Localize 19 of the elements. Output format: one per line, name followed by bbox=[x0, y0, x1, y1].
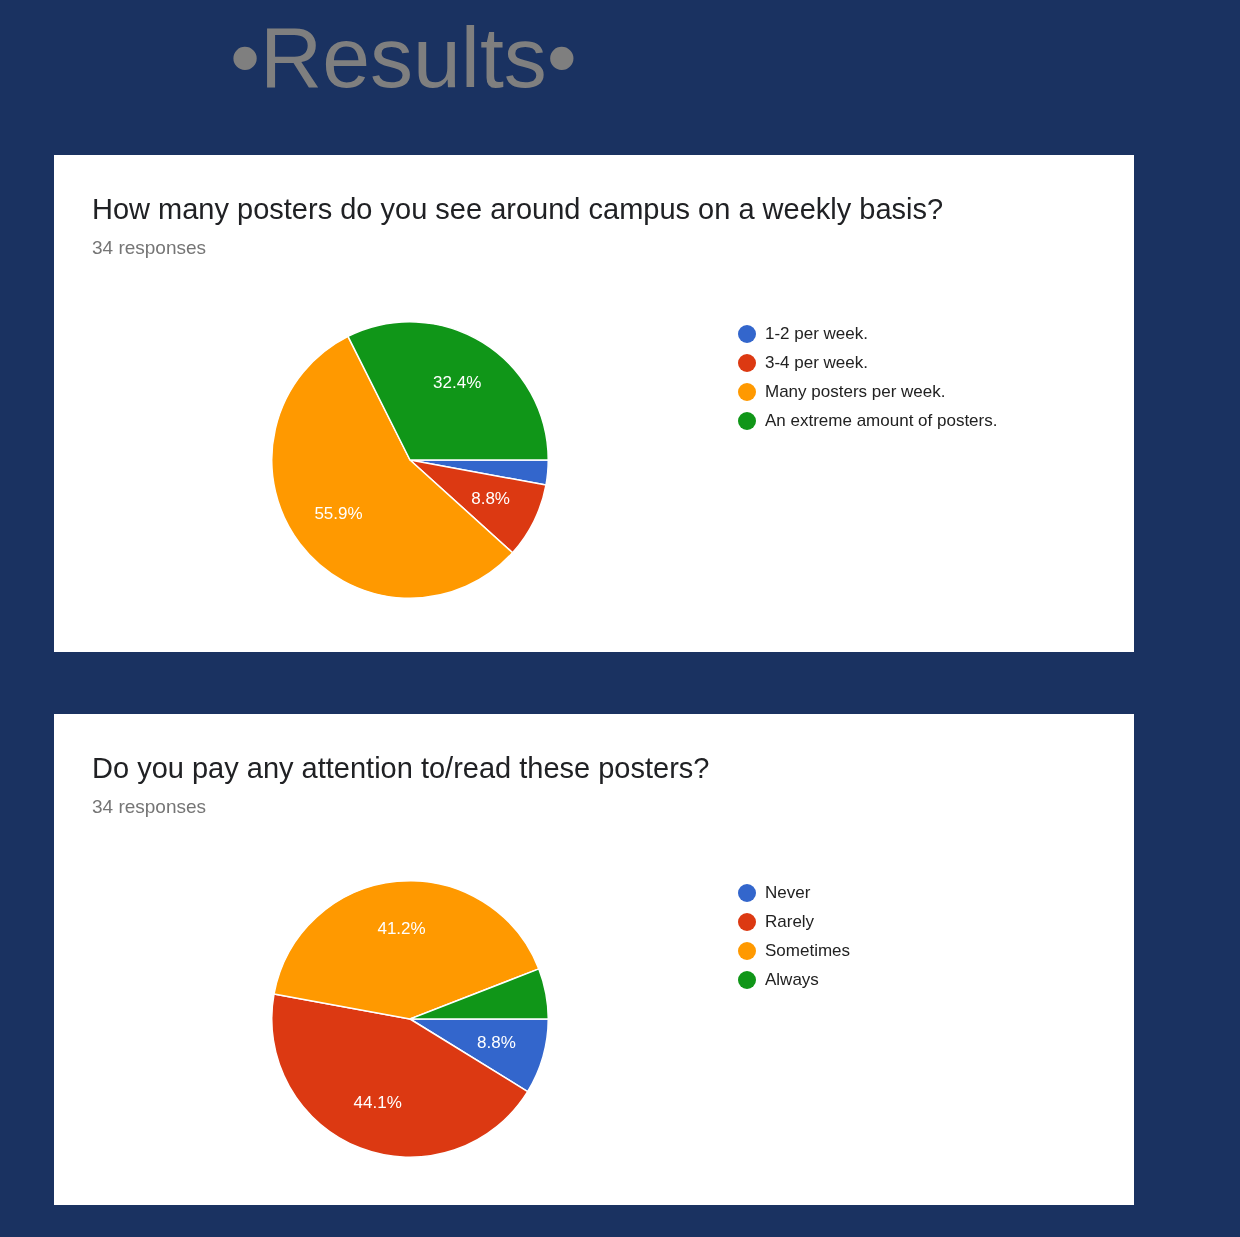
chart-subtitle: 34 responses bbox=[92, 237, 207, 259]
legend-label: An extreme amount of posters. bbox=[765, 410, 998, 431]
chart-title: Do you pay any attention to/read these posters? bbox=[92, 752, 710, 785]
data-label: 8.8% bbox=[477, 1033, 516, 1053]
legend-label: Rarely bbox=[765, 911, 815, 932]
legend-label: 3-4 per week. bbox=[765, 352, 868, 373]
chart-title: How many posters do you see around campus on a weekly basis? bbox=[92, 193, 944, 226]
legend-label: Many posters per week. bbox=[765, 381, 946, 402]
legend-label: Always bbox=[765, 969, 819, 990]
legend-label: 1-2 per week. bbox=[765, 323, 868, 344]
data-label: 44.1% bbox=[353, 1092, 402, 1112]
data-label: 32.4% bbox=[433, 373, 482, 393]
text: •Results• bbox=[230, 8, 577, 107]
chart-subtitle: 34 responses bbox=[92, 796, 207, 818]
legend-label: Never bbox=[765, 882, 811, 903]
legend-label: Sometimes bbox=[765, 940, 851, 961]
data-label: 41.2% bbox=[377, 919, 426, 939]
data-label: 55.9% bbox=[314, 504, 363, 524]
data-label: 8.8% bbox=[471, 489, 510, 509]
